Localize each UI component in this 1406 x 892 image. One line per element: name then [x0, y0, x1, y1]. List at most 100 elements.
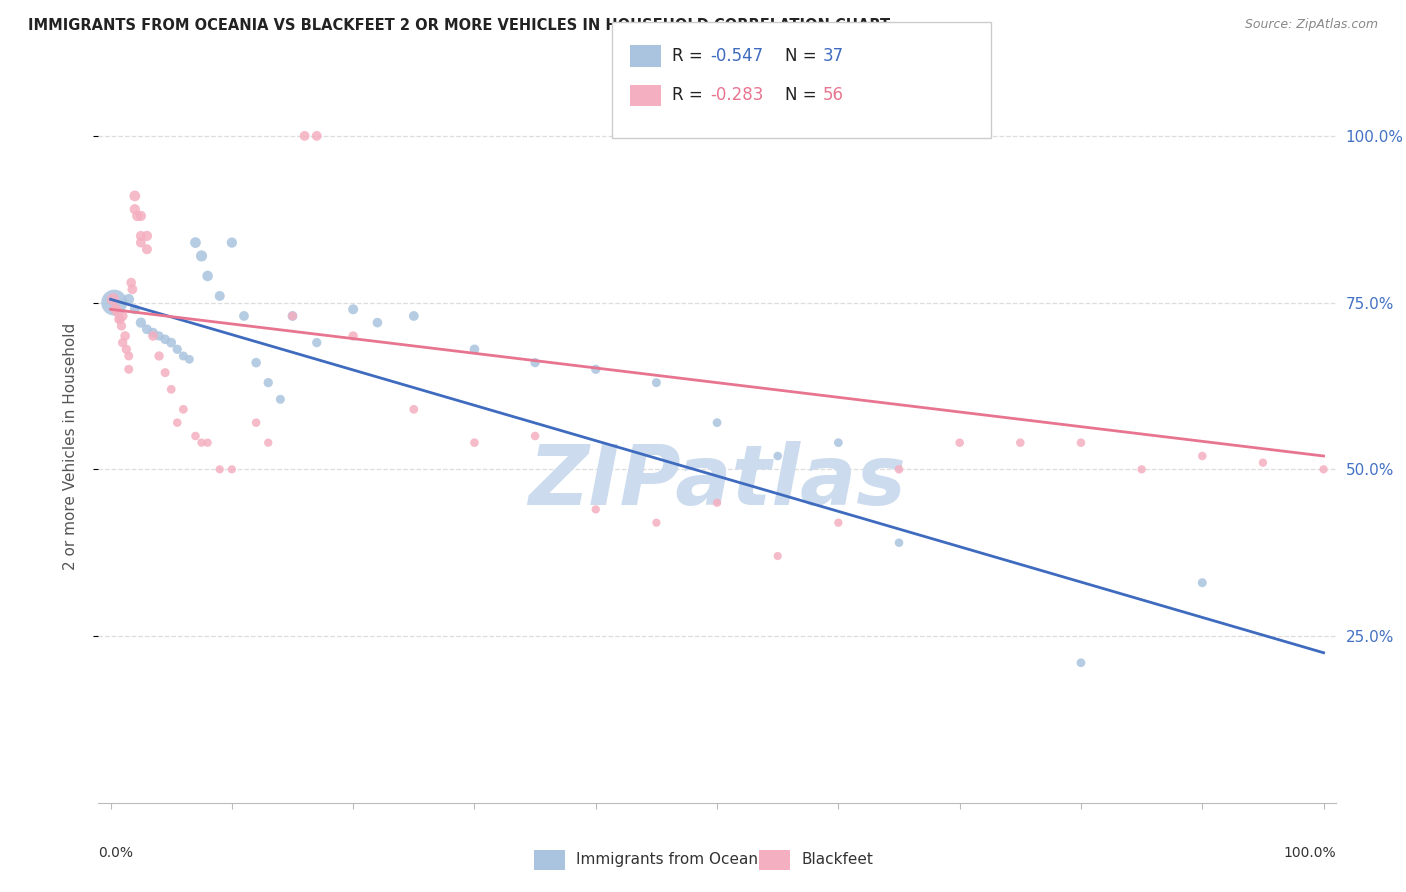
- Point: [172, 349, 194, 363]
- Point: [257, 376, 280, 390]
- Point: [524, 356, 547, 370]
- Text: ZIPatlas: ZIPatlas: [529, 442, 905, 522]
- Point: [105, 302, 128, 317]
- Point: [121, 282, 143, 296]
- Point: [115, 343, 138, 357]
- Point: [1130, 462, 1153, 476]
- Point: [153, 366, 176, 380]
- Point: [221, 462, 243, 476]
- Text: Blackfeet: Blackfeet: [801, 853, 873, 867]
- Point: [1191, 449, 1213, 463]
- Y-axis label: 2 or more Vehicles in Household: 2 or more Vehicles in Household: [63, 322, 77, 570]
- Point: [197, 435, 219, 450]
- Text: N =: N =: [785, 87, 821, 104]
- Point: [281, 309, 304, 323]
- Point: [118, 349, 141, 363]
- Point: [136, 322, 159, 336]
- Point: [208, 462, 231, 476]
- Point: [1251, 456, 1274, 470]
- Point: [233, 309, 256, 323]
- Point: [245, 416, 267, 430]
- Point: [172, 402, 194, 417]
- Text: R =: R =: [672, 47, 709, 65]
- Point: [887, 462, 910, 476]
- Point: [1312, 462, 1334, 476]
- Point: [118, 293, 141, 307]
- Point: [111, 309, 134, 323]
- Point: [827, 516, 849, 530]
- Point: [402, 309, 425, 323]
- Point: [524, 429, 547, 443]
- Text: 56: 56: [823, 87, 844, 104]
- Point: [463, 435, 485, 450]
- Point: [136, 242, 159, 256]
- Point: [1070, 656, 1092, 670]
- Point: [1191, 575, 1213, 590]
- Point: [190, 249, 212, 263]
- Point: [1010, 435, 1032, 450]
- Text: N =: N =: [785, 47, 821, 65]
- Point: [160, 382, 183, 396]
- Text: -0.283: -0.283: [710, 87, 763, 104]
- Point: [269, 392, 291, 407]
- Point: [184, 235, 207, 250]
- Point: [179, 352, 201, 367]
- Point: [402, 402, 425, 417]
- Point: [342, 302, 364, 317]
- Point: [160, 335, 183, 350]
- Point: [124, 302, 146, 317]
- Text: 37: 37: [823, 47, 844, 65]
- Point: [463, 343, 485, 357]
- Point: [129, 316, 152, 330]
- Point: [585, 502, 607, 516]
- Point: [142, 326, 165, 340]
- Point: [827, 435, 849, 450]
- Point: [129, 235, 152, 250]
- Point: [129, 228, 152, 243]
- Point: [949, 435, 972, 450]
- Point: [101, 293, 124, 307]
- Point: [645, 376, 668, 390]
- Point: [110, 318, 132, 333]
- Point: [166, 416, 188, 430]
- Point: [114, 329, 136, 343]
- Text: -0.547: -0.547: [710, 47, 763, 65]
- Point: [221, 235, 243, 250]
- Point: [305, 335, 328, 350]
- Point: [148, 329, 170, 343]
- Point: [148, 349, 170, 363]
- Point: [281, 309, 304, 323]
- Point: [366, 316, 388, 330]
- Point: [129, 209, 152, 223]
- Point: [706, 416, 728, 430]
- Text: Immigrants from Oceania: Immigrants from Oceania: [576, 853, 772, 867]
- Text: R =: R =: [672, 87, 709, 104]
- Point: [166, 343, 188, 357]
- Text: 0.0%: 0.0%: [98, 846, 134, 860]
- Point: [1070, 435, 1092, 450]
- Point: [706, 496, 728, 510]
- Point: [120, 276, 142, 290]
- Point: [108, 312, 131, 326]
- Point: [111, 335, 134, 350]
- Point: [294, 128, 316, 143]
- Point: [110, 312, 132, 326]
- Point: [645, 516, 668, 530]
- Point: [136, 228, 159, 243]
- Text: IMMIGRANTS FROM OCEANIA VS BLACKFEET 2 OR MORE VEHICLES IN HOUSEHOLD CORRELATION: IMMIGRANTS FROM OCEANIA VS BLACKFEET 2 O…: [28, 18, 890, 33]
- Point: [142, 329, 165, 343]
- Point: [127, 209, 149, 223]
- Point: [342, 329, 364, 343]
- Point: [118, 362, 141, 376]
- Point: [585, 362, 607, 376]
- Point: [103, 295, 125, 310]
- Point: [153, 332, 176, 346]
- Point: [257, 435, 280, 450]
- Point: [208, 289, 231, 303]
- Point: [190, 435, 212, 450]
- Text: 100.0%: 100.0%: [1284, 846, 1336, 860]
- Point: [197, 268, 219, 283]
- Point: [245, 356, 267, 370]
- Point: [107, 305, 129, 319]
- Text: Source: ZipAtlas.com: Source: ZipAtlas.com: [1244, 18, 1378, 31]
